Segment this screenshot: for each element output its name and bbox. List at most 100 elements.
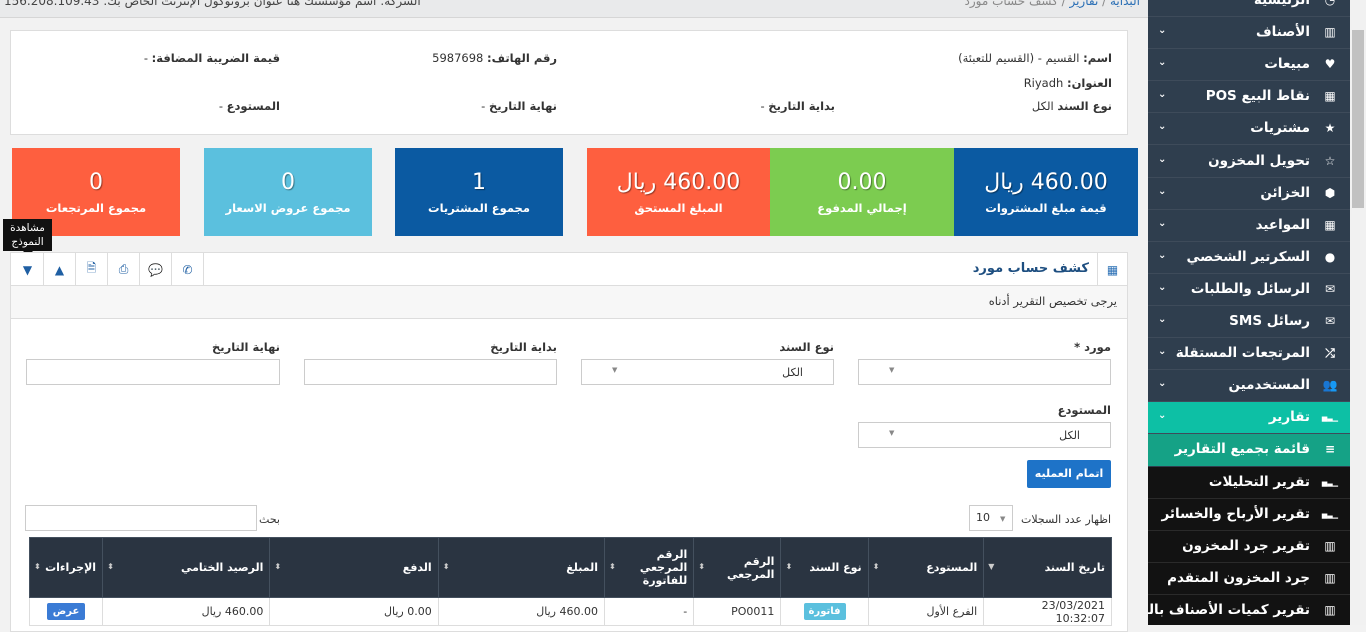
sidebar-item[interactable]: ◔ الرئيسية — [1148, 0, 1350, 17]
sidebar-item[interactable]: ☆ تحويل المخزون ⌄ — [1148, 146, 1350, 178]
supplier-info: اسم: القسيم - (القسيم للتعبئة) رقم الهات… — [10, 30, 1128, 135]
heart-icon: ♥ — [1324, 57, 1336, 72]
stat-box: 460.00 ريال المبلغ المستحق — [587, 148, 770, 236]
sidebar-item[interactable]: ▥تقرير كميات الأصناف بالفروع — [1148, 594, 1350, 625]
stat-value: 0.00 — [837, 170, 887, 195]
column-header[interactable]: الرقم المرجعي ⬍ — [693, 537, 782, 598]
stat-label: المبلغ المستحق — [634, 201, 723, 215]
cube-icon: ⬢ — [1324, 185, 1336, 200]
stat-label: إجمالي المدفوع — [817, 201, 907, 215]
chevron-down-icon: ⌄ — [1158, 121, 1167, 133]
panel-subtitle: يرجى تخصيص التقرير أدناه — [11, 286, 1127, 319]
barcode-icon: ▥ — [1324, 602, 1336, 617]
breadcrumb-home[interactable]: البداية — [1109, 0, 1140, 8]
caret-down-icon: ▼ — [889, 366, 895, 374]
sidebar-item[interactable]: ▁▃▅ تقرير الأرباح والخسائر — [1148, 498, 1350, 531]
chevron-down-icon: ⌄ — [1158, 25, 1167, 37]
type-select[interactable]: الكل ▼ — [581, 359, 834, 385]
end-date-input[interactable] — [26, 359, 280, 385]
breadcrumb-reports[interactable]: تقارير — [1069, 0, 1099, 8]
company-info: الشركة: اسم مؤسستك هنا عنوان بروتوكول ال… — [4, 0, 421, 8]
submit-button[interactable]: اتمام العمليه — [1027, 460, 1111, 488]
sidebar-item[interactable]: ▁▃▅ تقارير ⌄ — [1148, 402, 1350, 435]
view-button[interactable]: عرض — [46, 603, 86, 620]
stat-box: 0.00 إجمالي المدفوع — [770, 148, 954, 236]
barcode-icon: ▥ — [1324, 570, 1336, 585]
stat-box: 460.00 ريال قيمة مبلغ المشتروات — [954, 148, 1138, 236]
sidebar-item[interactable]: ✉ رسائل SMS ⌄ — [1148, 306, 1350, 338]
sidebar-item[interactable]: ▥ الأصناف ⌄ — [1148, 17, 1350, 50]
sidebar-item[interactable]: ▁▃▅ تقرير التحليلات — [1148, 466, 1350, 499]
sidebar-item[interactable]: ▥ تقرير جرد المخزون — [1148, 530, 1350, 563]
random-icon: ⤮ — [1325, 346, 1335, 361]
sidebar-item[interactable]: ♥ مبيعات ⌄ — [1148, 49, 1350, 82]
envelope-icon: ✉ — [1324, 314, 1336, 328]
chevron-down-icon: ⌄ — [1158, 217, 1167, 229]
star-outline-icon: ☆ — [1324, 153, 1336, 168]
sidebar-item[interactable]: ★ مشتريات ⌄ — [1148, 113, 1350, 146]
start-date-input[interactable] — [304, 359, 557, 385]
caret-down-icon: ▼ — [1000, 515, 1006, 523]
page-size-select[interactable]: 10 ▼ — [969, 505, 1013, 531]
bar-chart-icon: ▁▃▅ — [1321, 478, 1338, 487]
caret-down-icon: ▼ — [889, 429, 895, 437]
collapse-up-icon[interactable]: ▲ — [44, 253, 76, 286]
start-date: بداية التاريخ - — [760, 99, 835, 113]
th-large-icon: ▦ — [1324, 89, 1336, 104]
chevron-down-icon: ⌄ — [1158, 249, 1167, 261]
column-header[interactable]: المستودع ⬍ — [867, 537, 985, 598]
store-select[interactable]: الكل ▼ — [858, 422, 1111, 448]
sort-icon: ⬍ — [274, 562, 282, 571]
comment-icon[interactable]: 💬 — [140, 253, 172, 286]
sort-icon: ⬍ — [785, 562, 793, 571]
collapse-down-icon[interactable]: ▼ — [12, 253, 44, 286]
barcode-icon: ▥ — [1324, 538, 1336, 553]
stat-value: 0 — [89, 170, 103, 195]
store-label: المستودع — [1057, 403, 1111, 417]
bar-chart-icon: ▁▃▅ — [1321, 510, 1338, 519]
column-header[interactable]: الإجراءات ⬍ — [28, 537, 104, 598]
sidebar-item[interactable]: ⬢ الخزائن ⌄ — [1148, 178, 1350, 210]
column-header[interactable]: الدفع ⬍ — [269, 537, 439, 598]
chevron-down-icon: ⌄ — [1158, 378, 1167, 390]
end-date: نهاية التاريخ - — [481, 99, 557, 113]
stat-value: 460.00 ريال — [984, 170, 1108, 195]
stat-label: مجموع المرتجعات — [45, 201, 147, 215]
sidebar-item[interactable]: ▦ المواعيد ⌄ — [1148, 210, 1350, 242]
supplier-label: مورد * — [1074, 340, 1111, 354]
toolbar: ▼ ▲ 🗎 ⎙ 💬 ✆ — [12, 253, 204, 286]
supplier-select[interactable]: ▼ — [858, 359, 1111, 385]
stat-label: قيمة مبلغ المشتروات — [985, 201, 1107, 215]
column-header[interactable]: الرصيد الختامي ⬍ — [102, 537, 271, 598]
sort-icon: ⬍ — [107, 562, 114, 571]
stat-value: 0 — [281, 170, 295, 195]
scrollbar-thumb[interactable] — [1352, 30, 1364, 208]
column-header[interactable]: نوع السند ⬍ — [780, 537, 869, 598]
sort-icon: ⬍ — [34, 562, 41, 571]
star-icon: ★ — [1324, 121, 1336, 136]
search-input[interactable] — [25, 505, 257, 531]
column-header[interactable]: الرقم المرجعي للفاتورة ⬍ — [603, 537, 695, 598]
print-icon[interactable]: ⎙ — [108, 253, 140, 286]
column-header[interactable]: المبلغ ⬍ — [437, 537, 606, 598]
type-badge: فاتورة — [803, 603, 846, 620]
sidebar-item[interactable]: ▦ نقاط البيع POS ⌄ — [1148, 81, 1350, 114]
caret-down-icon: ▼ — [612, 366, 618, 374]
sidebar-item[interactable]: ⤮ المرتجعات المستقلة ⌄ — [1148, 338, 1350, 371]
sidebar-item[interactable]: ✉ الرسائل والطلبات ⌄ — [1148, 274, 1350, 306]
whatsapp-icon[interactable]: ✆ — [172, 253, 204, 286]
chevron-down-icon: ⌄ — [1158, 89, 1167, 101]
sidebar-item[interactable]: ▥ جرد المخزون المتقدم — [1148, 562, 1350, 595]
sidebar-item[interactable]: 👥 المستخدمين ⌄ — [1148, 370, 1350, 403]
sidebar-item[interactable]: ≡ قائمة بجميع التقارير — [1148, 434, 1350, 467]
supplier-vat: قيمة الضريبة المضافة: - — [143, 51, 280, 65]
stat-value: 1 — [472, 170, 486, 195]
sidebar: ◔ الرئيسية ▥ الأصناف ⌄ ♥ مبيعات ⌄ ▦ نقاط البيع PO… — [1148, 0, 1350, 625]
calendar-icon: ▦ — [1324, 217, 1336, 232]
chevron-down-icon: ⌄ — [1158, 346, 1167, 358]
sidebar-item[interactable]: ● السكرتير الشخصي ⌄ — [1148, 242, 1350, 274]
store: المستودع - — [218, 99, 280, 113]
excel-icon[interactable]: 🗎 — [76, 253, 108, 286]
stat-value: 460.00 ريال — [616, 170, 741, 195]
column-header[interactable]: تاريخ السند ▼ — [983, 537, 1112, 598]
